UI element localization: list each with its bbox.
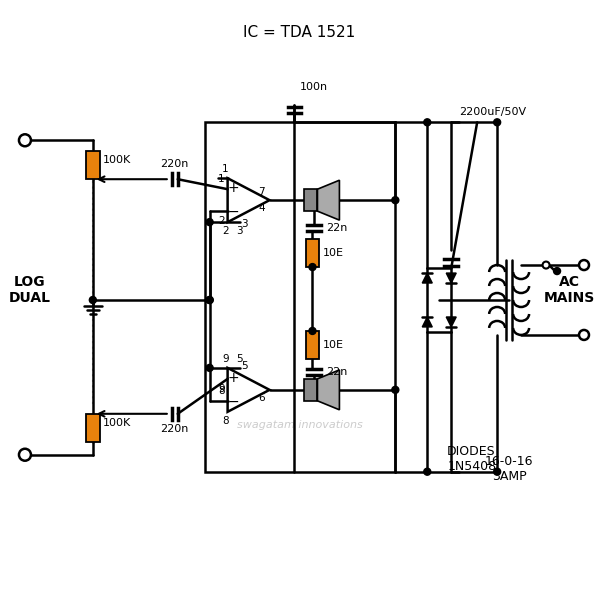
Text: 220n: 220n [161, 424, 189, 434]
Text: 2: 2 [223, 226, 229, 236]
Text: 100K: 100K [103, 418, 131, 428]
Text: 22n: 22n [326, 223, 348, 233]
Circle shape [579, 260, 589, 270]
Text: 22n: 22n [326, 367, 348, 377]
Circle shape [424, 119, 431, 126]
Text: 220n: 220n [161, 159, 189, 169]
Circle shape [206, 364, 213, 371]
Bar [306, 331, 319, 359]
Text: 3: 3 [236, 226, 243, 236]
Text: 6: 6 [258, 393, 265, 403]
Text: +: + [228, 371, 239, 385]
Text: 16-0-16
3AMP: 16-0-16 3AMP [485, 455, 533, 483]
Bar [304, 189, 317, 211]
Bar [205, 122, 395, 472]
Polygon shape [446, 273, 456, 283]
Circle shape [392, 197, 399, 203]
Text: 5: 5 [242, 361, 248, 371]
Text: 4: 4 [258, 203, 265, 213]
Circle shape [19, 134, 31, 146]
Circle shape [19, 449, 31, 461]
Text: 100n: 100n [299, 82, 328, 92]
Text: 8: 8 [218, 386, 224, 396]
Bar [86, 414, 100, 442]
Bar [304, 379, 317, 401]
Polygon shape [317, 180, 340, 220]
Circle shape [309, 263, 316, 271]
Polygon shape [446, 317, 456, 327]
Text: −: − [228, 395, 239, 409]
Circle shape [554, 268, 560, 275]
Polygon shape [422, 317, 432, 327]
Circle shape [392, 386, 399, 394]
Bar [86, 151, 100, 179]
Text: 7: 7 [258, 187, 265, 197]
Text: 8: 8 [223, 416, 229, 426]
Polygon shape [317, 370, 340, 410]
Circle shape [542, 262, 550, 269]
Bar [306, 239, 319, 267]
Circle shape [494, 119, 500, 126]
Text: swagatam innovations: swagatam innovations [236, 420, 362, 430]
Text: 3: 3 [242, 219, 248, 229]
Text: 10E: 10E [322, 248, 343, 258]
Text: −: − [228, 205, 239, 219]
Circle shape [494, 468, 500, 475]
Text: 10E: 10E [322, 340, 343, 350]
Text: IC = TDA 1521: IC = TDA 1521 [244, 25, 356, 40]
Text: LOG
DUAL: LOG DUAL [9, 275, 51, 305]
Text: 2: 2 [218, 216, 224, 226]
Text: AC
MAINS: AC MAINS [544, 275, 595, 305]
Polygon shape [422, 273, 432, 283]
Text: 1: 1 [223, 164, 229, 174]
Text: 1: 1 [218, 174, 224, 184]
Circle shape [206, 296, 213, 304]
Text: 2200uF/50V: 2200uF/50V [459, 107, 526, 118]
Circle shape [309, 328, 316, 334]
Text: 9: 9 [218, 384, 224, 394]
Text: 5: 5 [236, 354, 243, 364]
Circle shape [206, 218, 213, 226]
Circle shape [206, 296, 213, 304]
Circle shape [579, 330, 589, 340]
Circle shape [424, 468, 431, 475]
Text: 100K: 100K [103, 155, 131, 165]
Text: +: + [228, 181, 239, 195]
Circle shape [89, 296, 97, 304]
Text: DIODES
1N5408: DIODES 1N5408 [447, 445, 496, 473]
Text: 9: 9 [223, 354, 229, 364]
